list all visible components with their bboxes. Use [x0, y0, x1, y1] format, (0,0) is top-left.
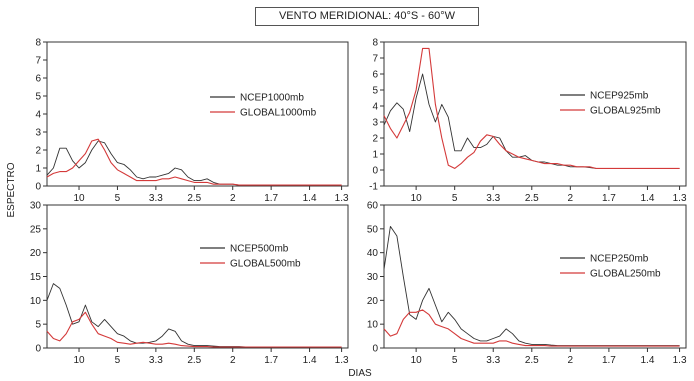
y-tick-label: 5: [35, 320, 41, 331]
y-tick-label: 50: [367, 224, 379, 235]
series-line-ncep925mb: [383, 73, 680, 169]
x-tick-label: 3.3: [149, 355, 163, 366]
x-tick-label: 3.3: [486, 355, 500, 366]
x-tick-label: 10: [73, 193, 85, 204]
series-line-global1000mb: [46, 138, 342, 186]
legend-label-ncep250mb: NCEP250mb: [590, 254, 649, 265]
y-tick-label: 8: [35, 38, 41, 49]
y-tick-label: 8: [372, 38, 378, 49]
y-tick-label: 7: [372, 54, 378, 65]
x-tick-label: 1.7: [602, 355, 616, 366]
y-tick-label: -1: [369, 182, 378, 193]
y-tick-label: 1: [372, 150, 378, 161]
legend-label-global1000mb: GLOBAL1000mb: [240, 108, 317, 119]
x-tick-label: 1.3: [673, 355, 687, 366]
y-tick-label: 25: [30, 224, 42, 235]
y-tick-label: 60: [367, 201, 379, 212]
y-tick-label: 30: [367, 272, 379, 283]
x-tick-label: 2: [230, 193, 236, 204]
x-tick-label: 2.5: [525, 193, 539, 204]
x-axis-label: DIAS: [348, 368, 372, 379]
y-tick-label: 0: [372, 344, 378, 355]
y-tick-label: 7: [35, 56, 41, 67]
x-tick-label: 10: [73, 355, 85, 366]
x-tick-label: 1.4: [640, 193, 654, 204]
y-axis-label: ESPECTRO: [6, 162, 17, 217]
x-tick-label: 2.5: [525, 355, 539, 366]
legend-label-global250mb: GLOBAL250mb: [590, 269, 661, 280]
x-tick-label: 3.3: [149, 193, 163, 204]
y-tick-label: 0: [35, 344, 41, 355]
chart-panel-1: 0 1 2 3 4 5 6 7 8 10 5 3.3 2.5 2 1.7 1.4 1.3 NCEP1000mb GL…: [35, 38, 349, 205]
x-tick-label: 5: [452, 193, 458, 204]
series-line-ncep500mb: [46, 283, 342, 348]
x-tick-label: 2.5: [187, 355, 201, 366]
figure-title: VENTO MERIDIONAL: 40°S - 60°W: [255, 7, 479, 26]
y-tick-label: 30: [30, 201, 42, 212]
y-tick-label: 0: [35, 182, 41, 193]
chart-panel-2: -1 0 1 2 3 4 5 6 7 8 10 5 3.3 2.5 2 1.7 1.4 1.3 NCEP925mb G…: [369, 38, 687, 205]
y-tick-label: 5: [35, 92, 41, 103]
chart-panel-4: 0 10 20 30 40 50 60 10 5 3.3 2.5 2 1.7 1.4 1.3 NCEP250m…: [367, 201, 687, 367]
x-tick-label: 1.3: [335, 193, 349, 204]
y-tick-label: 6: [372, 70, 378, 81]
y-tick-label: 20: [367, 296, 379, 307]
x-tick-label: 5: [115, 355, 121, 366]
plot-frame: [46, 204, 349, 349]
x-tick-label: 5: [115, 193, 121, 204]
series-line-ncep1000mb: [46, 140, 342, 186]
x-tick-label: 1.4: [303, 355, 317, 366]
x-tick-label: 10: [411, 355, 423, 366]
x-tick-label: 2: [568, 355, 574, 366]
y-tick-label: 40: [367, 248, 379, 259]
legend-label-ncep1000mb: NCEP1000mb: [240, 93, 304, 104]
y-tick-label: 6: [35, 74, 41, 85]
y-tick-label: 3: [35, 128, 41, 139]
x-tick-label: 1.7: [264, 193, 278, 204]
x-tick-label: 10: [411, 193, 423, 204]
series-line-global500mb: [46, 311, 342, 348]
legend-label-global500mb: GLOBAL500mb: [230, 259, 301, 270]
series-line-global925mb: [383, 47, 680, 169]
figure-title-text: VENTO MERIDIONAL: 40°S - 60°W: [278, 10, 456, 22]
x-tick-label: 3.3: [486, 193, 500, 204]
x-tick-label: 1.4: [640, 355, 654, 366]
x-tick-label: 1.7: [264, 355, 278, 366]
y-tick-label: 5: [372, 86, 378, 97]
series-line-ncep250mb: [383, 225, 680, 347]
plot-frame: [383, 41, 687, 187]
y-tick-label: 15: [30, 272, 42, 283]
x-tick-label: 1.3: [335, 355, 349, 366]
x-tick-label: 2.5: [187, 193, 201, 204]
y-tick-label: 2: [372, 134, 378, 145]
x-tick-label: 2: [568, 193, 574, 204]
y-tick-label: 3: [372, 118, 378, 129]
chart-panel-3: 0 5 10 15 20 25 30 10 5 3.3 2.5 2 1.7 1.4 1.3 NCEP500mb…: [30, 201, 349, 367]
y-tick-label: 0: [372, 166, 378, 177]
legend-label-ncep500mb: NCEP500mb: [230, 244, 289, 255]
x-tick-label: 5: [452, 355, 458, 366]
series-line-global250mb: [383, 309, 680, 347]
legend-label-global925mb: GLOBAL925mb: [590, 106, 661, 117]
y-tick-label: 4: [35, 110, 41, 121]
x-tick-label: 1.3: [673, 193, 687, 204]
x-tick-label: 2: [230, 355, 236, 366]
x-tick-label: 1.4: [303, 193, 317, 204]
legend-label-ncep925mb: NCEP925mb: [590, 91, 649, 102]
y-tick-label: 1: [35, 164, 41, 175]
y-tick-label: 2: [35, 146, 41, 157]
y-tick-label: 20: [30, 248, 42, 259]
y-tick-label: 10: [30, 296, 42, 307]
y-tick-label: 4: [372, 102, 378, 113]
y-tick-label: 10: [367, 320, 379, 331]
x-tick-label: 1.7: [602, 193, 616, 204]
